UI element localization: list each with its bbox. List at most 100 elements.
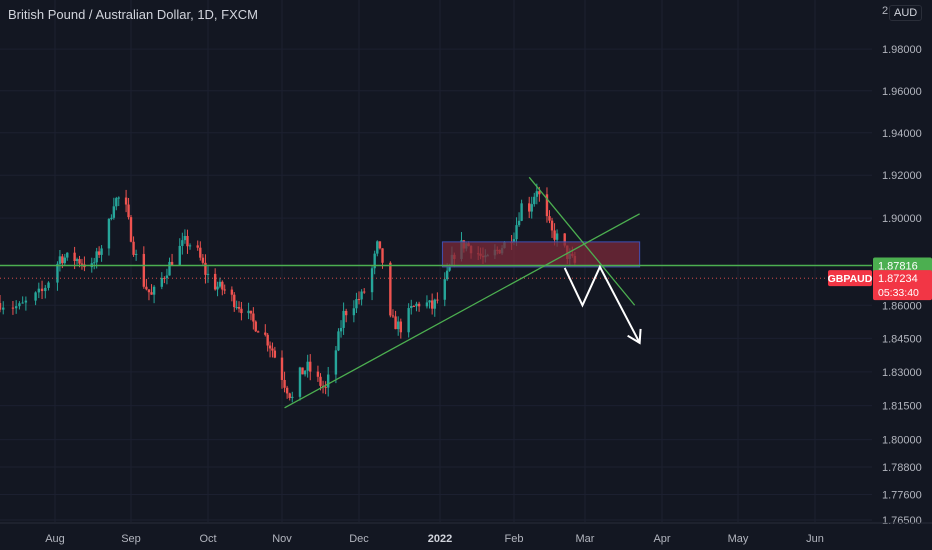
price-tick-label: 1.84500 [882,333,922,345]
trendline[interactable] [528,176,636,306]
candle-body [512,239,516,243]
drawing-overlays [0,176,872,409]
time-tick-label: 2022 [428,533,452,545]
candle-body [21,302,24,304]
projection-path[interactable] [563,264,641,344]
current-price-label: 1.87234 [878,273,918,285]
candle-body [199,247,202,258]
candle-body [0,303,2,310]
candle-body [443,279,446,300]
time-tick-label: Mar [576,533,595,545]
candle-body [221,281,224,290]
candle-body [355,299,358,309]
candle-body [357,299,361,301]
candle-body [24,300,28,303]
time-tick-label: Sep [121,533,141,545]
candle-body [181,240,184,246]
candle-body [563,233,566,246]
candle-body [360,291,363,300]
candle-body [428,300,431,303]
candle-body [95,251,98,263]
candle-body [132,241,135,255]
candle-body [237,306,241,309]
supply-zone-rect[interactable] [441,241,641,268]
price-markers: 1.87816 GBPAUD 1.87234 05:33:40 [828,257,932,301]
candle-body [18,303,21,307]
price-tick-label: 1.98000 [882,44,922,56]
symbol-badge[interactable] [828,270,872,287]
candle-body [415,303,418,307]
price-tick-label: 2. [882,5,891,17]
candle-body [66,252,69,258]
candle-body [342,310,345,328]
candle-body [186,235,189,247]
candle-body [63,257,67,264]
candle-body [134,253,138,255]
candle-body [11,307,15,309]
candle-body [363,291,366,293]
candle-body [252,313,255,322]
price-tick-label: 1.90000 [882,213,922,225]
candle-body [391,315,395,317]
time-axis: Aug Sep Oct Nov Dec 2022 Feb Mar Apr May Jun [0,522,932,545]
candle-body [339,327,343,332]
candle-body [352,308,356,316]
candle-body [530,204,533,212]
projection-arrowhead [627,328,642,345]
candle-body [147,289,151,293]
candle-body [235,306,238,308]
candle-body [204,262,207,275]
time-tick-label: May [728,533,749,545]
candle-body [56,263,59,283]
candle-body [327,374,330,388]
candle-body [273,350,277,358]
candle-body [37,288,41,293]
candle-body [168,261,171,276]
candle-body [337,331,340,351]
candle-body [145,286,148,290]
candle-body [515,225,518,240]
level-price-badge[interactable] [873,257,932,274]
candle-body [142,253,146,287]
candle-body [425,302,429,307]
candle-body [268,345,272,349]
trendline[interactable] [284,213,640,409]
candle-body [448,265,451,271]
candle-body [206,273,210,275]
current-price-badge[interactable] [873,270,932,301]
candle-body [58,256,62,264]
candle-body [334,350,338,375]
candle-body [535,191,539,197]
candle-body [73,252,76,261]
candle-body [396,321,400,330]
candle-body [93,262,96,264]
candle-body [78,259,81,264]
time-tick-label: Jun [806,533,824,545]
candle-body [100,248,103,255]
candle-body [256,331,260,333]
price-tick-label: 1.96000 [882,86,922,98]
time-tick-label: Dec [349,533,369,545]
price-tick-label: 1.83000 [882,367,922,379]
candle-body [170,261,174,265]
candle-body [218,281,222,287]
level-price-label: 1.87816 [878,260,918,272]
candle-body [110,217,113,219]
candle-body [129,217,133,242]
candle-body [107,218,111,249]
candle-body [548,216,551,221]
candle-body [249,310,253,314]
candle-body [378,241,382,249]
candle-body [188,245,192,247]
candle-body [528,203,531,212]
currency-button[interactable]: AUD [889,5,923,21]
candle-body [254,321,257,332]
candle-body [373,253,376,269]
candle-body [555,233,559,240]
candle-body [399,321,403,333]
candle-body [213,273,217,290]
candle-body [150,292,153,295]
candle-body [433,299,436,309]
candle-body [280,357,284,380]
